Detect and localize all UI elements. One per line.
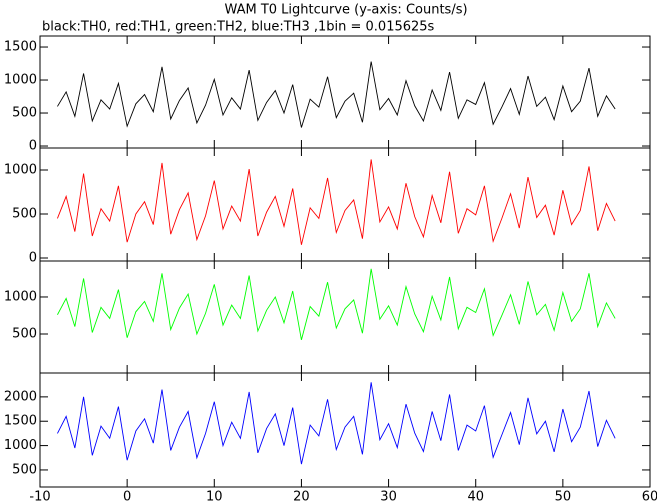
chart-subtitle: black:TH0, red:TH1, green:TH2, blue:TH3 …: [42, 20, 435, 35]
y-tick-label: 1000: [4, 163, 37, 178]
x-tick-label: 10: [206, 490, 223, 504]
panel-frame: [39, 260, 651, 374]
panel-frame: [39, 372, 651, 488]
y-tick-label: 1000: [4, 73, 37, 88]
x-tick-label: 40: [467, 490, 484, 504]
x-tick-label: 30: [380, 490, 397, 504]
y-tick-label: 1000: [4, 289, 37, 304]
y-tick-label: 0: [29, 139, 37, 154]
x-tick-label: 60: [642, 490, 657, 504]
x-tick-label: 50: [555, 490, 572, 504]
y-tick-label: 0: [29, 251, 37, 266]
y-tick-label: 500: [12, 106, 37, 121]
y-tick-label: 1500: [4, 40, 37, 55]
panel-frame: [39, 35, 651, 149]
y-tick-label: 1500: [4, 414, 37, 429]
series-line: [57, 61, 616, 128]
y-tick-label: 1000: [4, 438, 37, 453]
panel-frame: [39, 147, 651, 262]
x-tick-label: -10: [29, 490, 50, 504]
x-tick-label: 0: [123, 490, 131, 504]
y-tick-label: 500: [12, 326, 37, 341]
x-tick-label: 20: [293, 490, 310, 504]
y-tick-label: 500: [12, 207, 37, 222]
y-tick-label: 500: [12, 462, 37, 477]
series-line: [57, 159, 616, 245]
y-tick-label: 2000: [4, 389, 37, 404]
series-line: [57, 268, 616, 341]
series-line: [57, 382, 616, 465]
chart-title: WAM T0 Lightcurve (y-axis: Counts/s): [224, 3, 467, 18]
